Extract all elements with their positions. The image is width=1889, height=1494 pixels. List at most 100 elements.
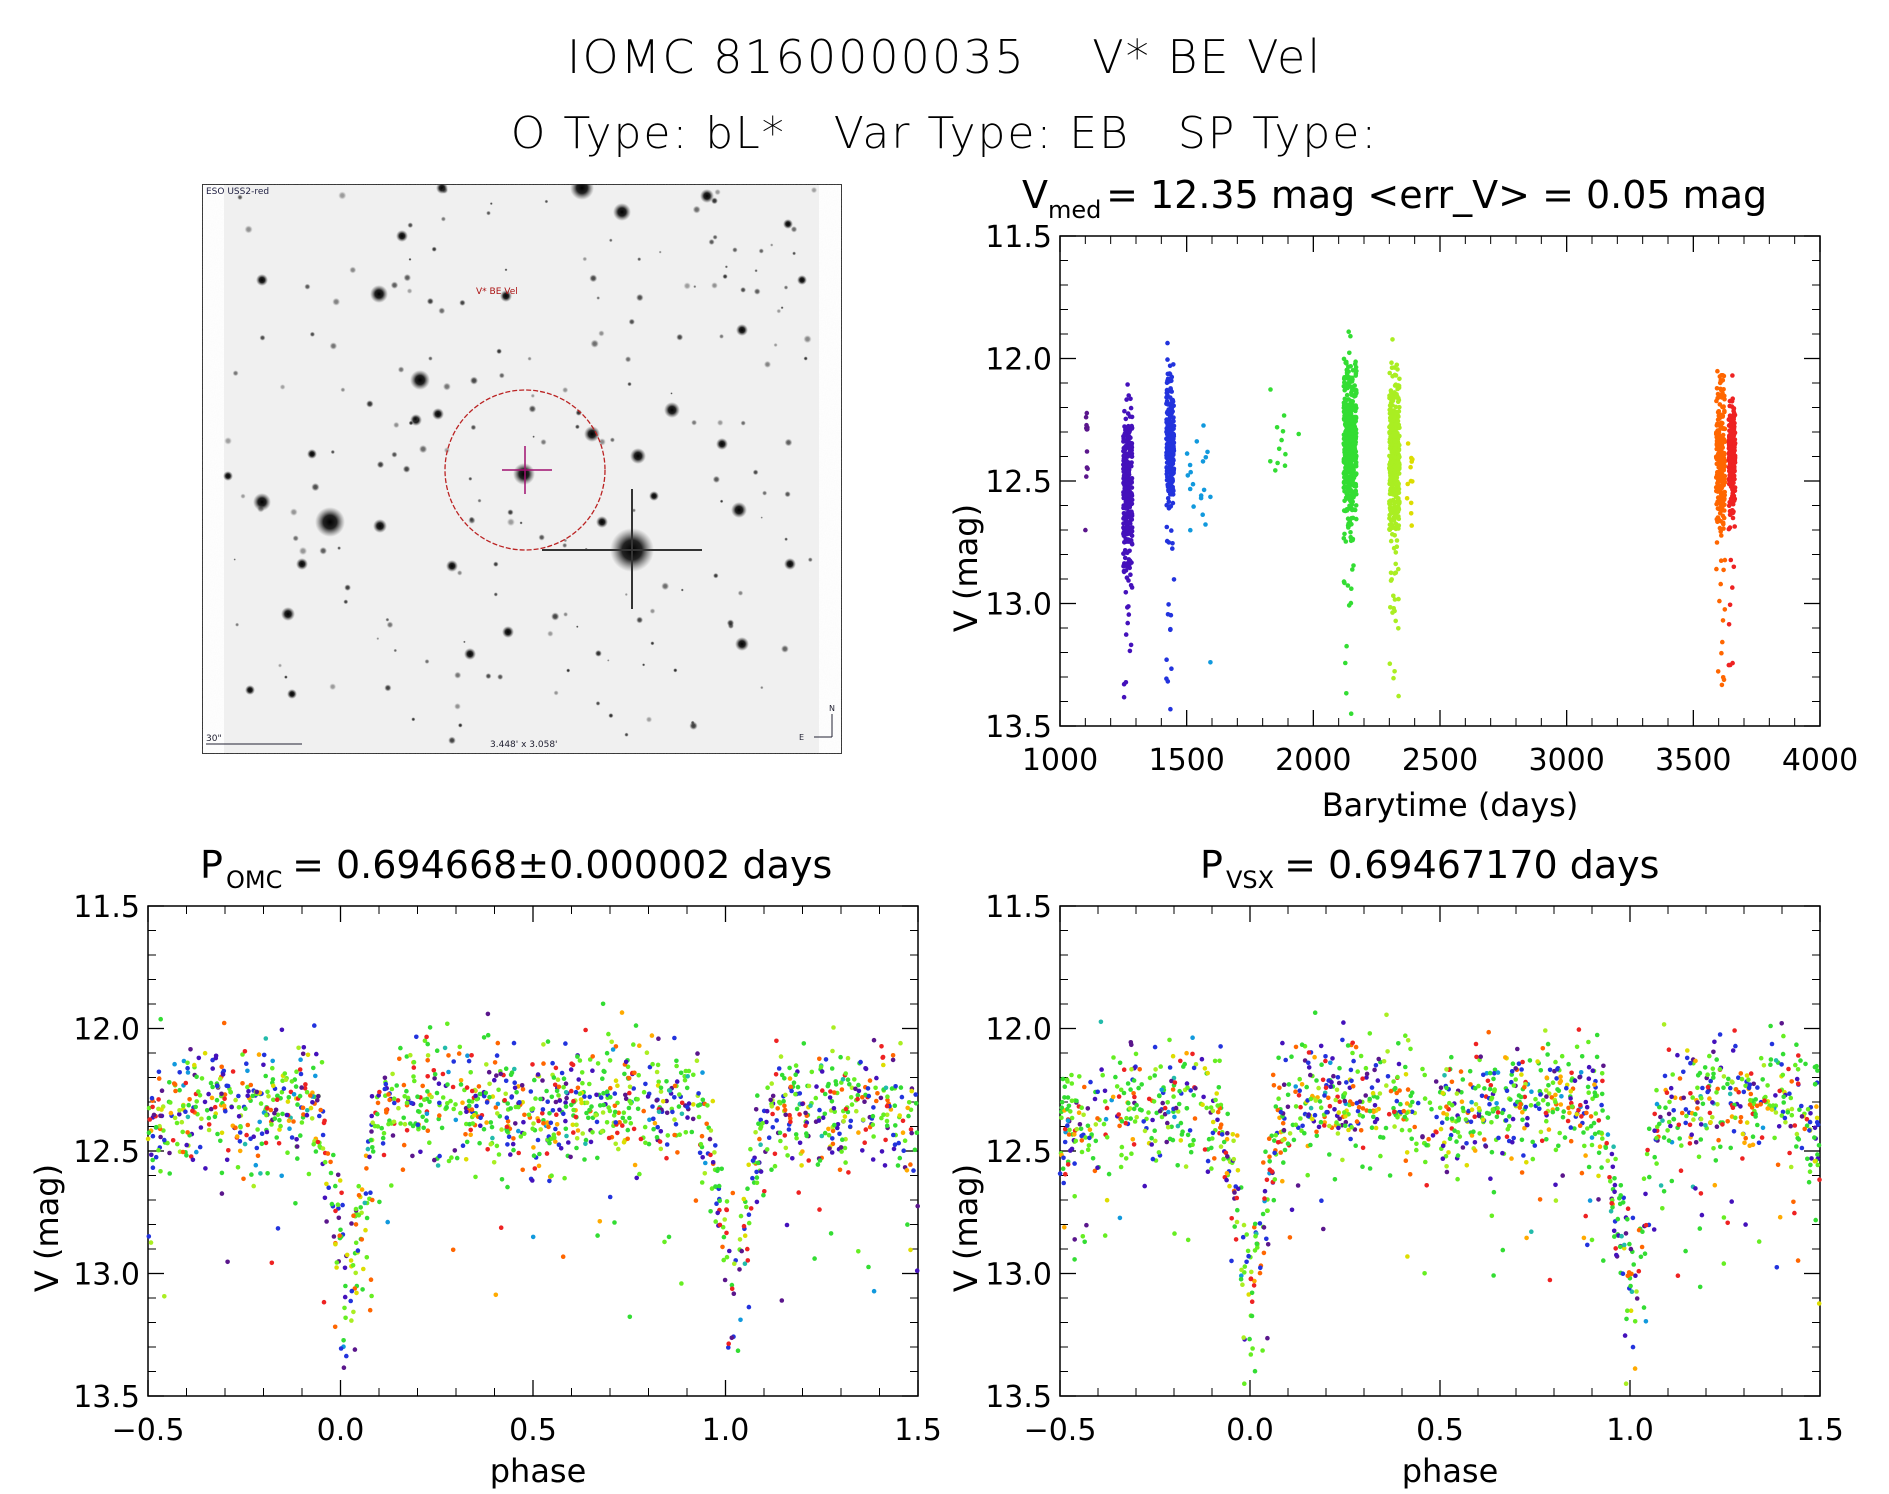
phase-omc-point: [724, 1207, 730, 1213]
phase-omc-point: [712, 1150, 717, 1155]
phase-omc-point: [342, 1265, 348, 1271]
phase-vsx-point: [1280, 1040, 1285, 1046]
phase-omc-point: [197, 1093, 203, 1098]
finder-faint-star: [391, 451, 398, 458]
phase-vsx-point: [1494, 1101, 1499, 1106]
phase-omc-point: [839, 1087, 845, 1092]
phase-omc-point: [570, 1122, 576, 1128]
phase-omc-point: [531, 1153, 537, 1158]
phase-omc-point: [471, 1112, 477, 1118]
phase-vsx-point: [1489, 1120, 1494, 1125]
phase-omc-point: [717, 1198, 722, 1204]
phase-omc-point: [264, 1129, 270, 1135]
phase-omc-point: [713, 1143, 718, 1148]
phase-vsx-point: [1067, 1127, 1072, 1133]
phase-vsx-point: [1794, 1076, 1800, 1082]
lightcurve-point: [1125, 411, 1131, 416]
phase-omc-point: [206, 1127, 212, 1133]
phase-omc-point: [259, 1141, 265, 1147]
phase-omc-point: [883, 1085, 889, 1091]
lightcurve-point: [1124, 427, 1129, 433]
phase-vsx-point: [1223, 1150, 1229, 1156]
lightcurve-point: [1121, 568, 1127, 574]
phase-omc-point: [442, 1045, 448, 1051]
phase-omc-point: [264, 1112, 269, 1118]
phase-omc-point: [198, 1125, 204, 1130]
phase-vsx-point: [1775, 1162, 1781, 1168]
phase-vsx-ytick-label: 12.0: [985, 1013, 1052, 1048]
phase-omc-point: [915, 1203, 920, 1209]
finder-faint-star: [576, 625, 579, 628]
phase-omc-point: [774, 1118, 779, 1123]
phase-omc-point: [511, 1040, 517, 1046]
phase-omc-point: [623, 1059, 629, 1065]
phase-vsx-point: [1077, 1074, 1082, 1079]
phase-omc-point: [222, 1096, 227, 1102]
lightcurve-point: [1387, 526, 1392, 532]
phase-omc-point: [217, 1076, 223, 1082]
phase-omc-point: [305, 1052, 311, 1058]
phase-omc-point: [257, 1119, 262, 1125]
lightcurve-point: [1727, 602, 1733, 608]
phase-omc-point: [900, 1130, 906, 1135]
phase-omc-point: [295, 1156, 300, 1161]
phase-omc-point: [268, 1107, 274, 1113]
phase-vsx-point: [1221, 1156, 1226, 1162]
phase-omc-point: [697, 1150, 703, 1156]
phase-omc-point: [856, 1088, 862, 1094]
phase-vsx-point: [1520, 1110, 1525, 1115]
phase-omc-point: [831, 1025, 836, 1030]
lightcurve-point: [1404, 496, 1410, 501]
phase-vsx-point: [1270, 1072, 1276, 1078]
phase-vsx-point: [1743, 1083, 1748, 1089]
phase-vsx-point: [1622, 1333, 1628, 1338]
lightcurve-point: [1722, 607, 1728, 612]
phase-omc-point: [544, 1088, 549, 1094]
lightcurve-point: [1390, 532, 1395, 537]
finder-faint-star: [540, 438, 547, 446]
phase-omc-point: [156, 1069, 162, 1075]
lightcurve-point: [1720, 618, 1726, 623]
phase-omc-point: [856, 1130, 861, 1135]
phase-omc-point: [485, 1032, 491, 1038]
phase-omc-point: [333, 1208, 338, 1214]
finder-faint-star: [456, 570, 463, 576]
finder-star-12: [700, 189, 714, 203]
lightcurve-point: [1352, 361, 1358, 367]
phase-vsx-point: [1510, 1116, 1516, 1122]
phase-omc-point: [258, 1101, 264, 1106]
phase-omc-point: [563, 1081, 569, 1086]
phase-omc-point: [573, 1089, 579, 1095]
finder-faint-star: [393, 421, 400, 429]
phase-vsx-point: [1089, 1132, 1094, 1137]
phase-omc-point: [643, 1081, 648, 1087]
phase-vsx-point: [1295, 1183, 1301, 1188]
lightcurve-point: [1166, 379, 1172, 384]
phase-vsx-point: [1708, 1078, 1713, 1084]
phase-omc-point: [427, 1025, 433, 1030]
phase-omc-point: [829, 1099, 835, 1104]
lightcurve-point: [1268, 459, 1273, 464]
lightcurve-point: [1396, 422, 1402, 428]
phase-vsx-point: [1147, 1075, 1153, 1081]
phase-omc-point: [237, 1148, 243, 1154]
phase-vsx-point: [1205, 1158, 1211, 1164]
phase-omc-point: [809, 1069, 815, 1075]
phase-omc-point: [627, 1084, 633, 1090]
phase-omc-point: [194, 1099, 199, 1104]
phase-vsx-point: [1358, 1128, 1364, 1133]
lightcurve-point: [1341, 441, 1346, 446]
phase-omc-point: [575, 1085, 581, 1091]
phase-vsx-point: [1085, 1147, 1091, 1153]
phase-omc-point: [547, 1111, 552, 1116]
phase-omc-point: [281, 1086, 287, 1091]
phase-omc-point: [421, 1125, 427, 1131]
phase-omc-point: [279, 1173, 285, 1179]
lightcurve-point: [1393, 404, 1399, 410]
lightcurve-point: [1393, 433, 1398, 439]
lightcurve-point: [1165, 371, 1171, 377]
phase-vsx-point: [1779, 1062, 1784, 1067]
lightcurve-point: [1198, 495, 1204, 501]
phase-omc-point: [674, 1063, 679, 1069]
phase-omc-point: [420, 1083, 426, 1089]
